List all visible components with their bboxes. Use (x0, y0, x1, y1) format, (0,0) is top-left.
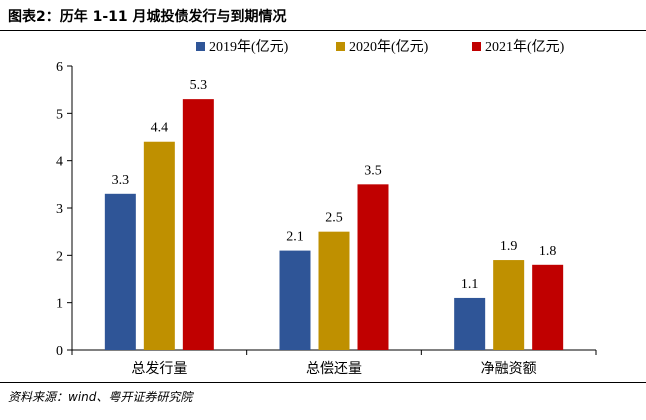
legend-swatch (336, 42, 345, 51)
bar-value-label: 3.3 (112, 173, 130, 188)
chart-title: 图表2：历年 1-11 月城投债发行与到期情况 (8, 9, 287, 25)
legend-label: 2021年(亿元) (485, 39, 565, 55)
y-tick-label: 6 (56, 60, 63, 75)
bar-value-label: 1.9 (500, 239, 518, 254)
legend-label: 2020年(亿元) (349, 39, 429, 55)
x-category-label: 总发行量 (131, 361, 187, 377)
y-tick-label: 2 (56, 249, 63, 264)
x-category-label: 总偿还量 (306, 361, 362, 377)
bar (357, 184, 389, 350)
bar-value-label: 5.3 (190, 78, 208, 93)
bar (279, 250, 311, 350)
bar-value-label: 4.4 (151, 121, 169, 136)
x-axis: 总发行量 总偿还量 净融资额 (71, 349, 597, 377)
y-axis: 0 1 2 3 4 5 6 (56, 60, 73, 359)
y-tick-label: 1 (56, 297, 63, 312)
bar-value-label: 3.5 (364, 163, 382, 178)
bar (182, 99, 214, 350)
top-rule (0, 30, 646, 31)
legend-swatch (196, 42, 205, 51)
bar-value-label: 1.1 (461, 277, 479, 292)
bar-value-label: 2.1 (286, 230, 304, 245)
bar-value-label: 2.5 (325, 211, 343, 226)
source-note: 资料来源：wind、粤开证券研究院 (8, 390, 193, 404)
bar-value-label: 1.8 (539, 244, 557, 259)
bar (143, 141, 175, 350)
bar (454, 297, 486, 350)
legend-label: 2019年(亿元) (209, 39, 289, 55)
bottom-rule (0, 382, 646, 383)
y-tick-label: 4 (56, 155, 63, 170)
y-tick-label: 0 (56, 344, 63, 359)
legend: 2019年(亿元) 2020年(亿元) 2021年(亿元) (196, 39, 565, 55)
legend-swatch (472, 42, 481, 51)
bar (104, 193, 136, 350)
bars: 3.3 4.4 5.3 2.1 2.5 3.5 1.1 1.9 1.8 (104, 78, 564, 350)
y-tick-label: 3 (56, 202, 63, 217)
bar (532, 264, 564, 350)
x-category-label: 净融资额 (481, 361, 537, 377)
bar (318, 231, 350, 350)
y-tick-label: 5 (56, 107, 63, 122)
bar (493, 260, 525, 350)
